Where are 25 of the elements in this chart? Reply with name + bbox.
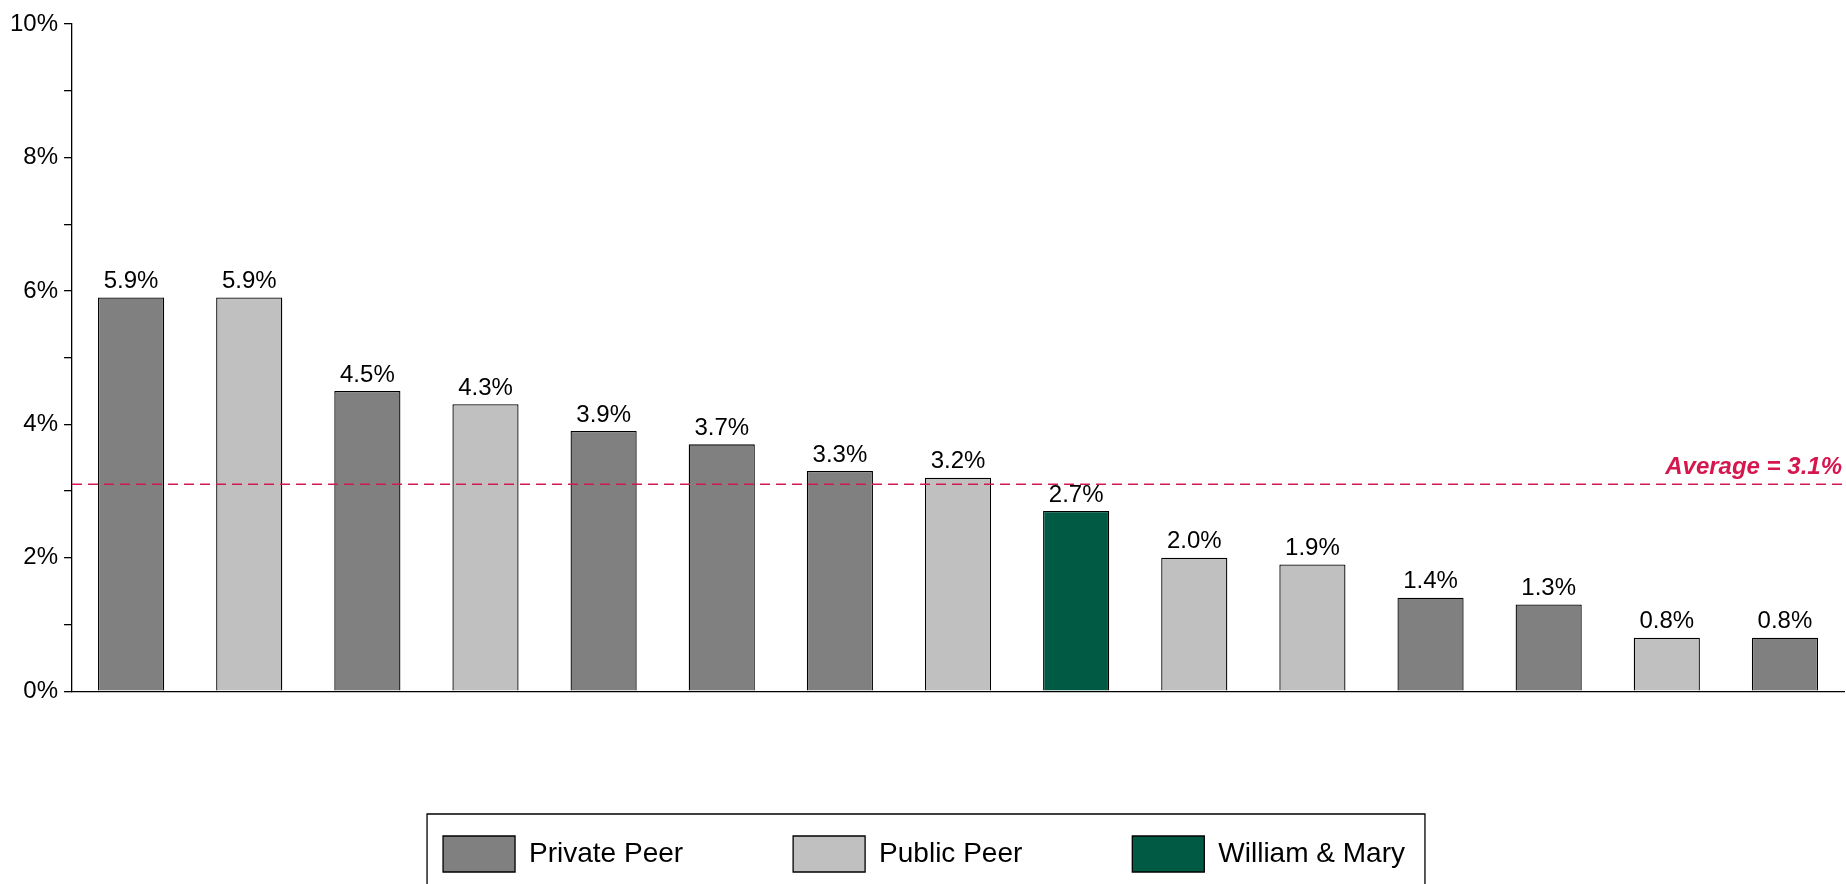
legend-label: Private Peer: [529, 836, 684, 868]
ref-line-label: Average = 3.1%: [1664, 451, 1842, 479]
data-label: 5.9%: [221, 266, 277, 294]
data-label: 0.8%: [1757, 606, 1813, 634]
data-label: 1.4%: [1403, 566, 1458, 594]
y-tick-label: 0%: [23, 675, 59, 703]
data-label: 1.3%: [1521, 573, 1577, 601]
data-label: 5.9%: [103, 266, 159, 294]
y-tick-label: 4%: [23, 408, 59, 436]
y-tick-label: 2%: [23, 542, 59, 570]
data-label: 3.7%: [694, 412, 750, 440]
legend-label: Public Peer: [879, 836, 1023, 868]
data-label: 3.2%: [930, 446, 986, 474]
data-label: 4.3%: [458, 372, 513, 400]
data-label: 4.5%: [340, 359, 395, 387]
data-label: 2.7%: [1048, 479, 1104, 507]
data-label: 3.9%: [576, 399, 631, 427]
y-tick-label: 10%: [9, 8, 59, 36]
data-label: 2.0%: [1166, 526, 1222, 554]
data-label: 3.3%: [812, 439, 868, 467]
y-tick-label: 8%: [23, 142, 59, 170]
data-label: 1.9%: [1285, 533, 1340, 561]
y-tick-label: 6%: [23, 275, 59, 303]
data-label: 0.8%: [1639, 606, 1695, 634]
legend-label: William & Mary: [1218, 836, 1405, 868]
